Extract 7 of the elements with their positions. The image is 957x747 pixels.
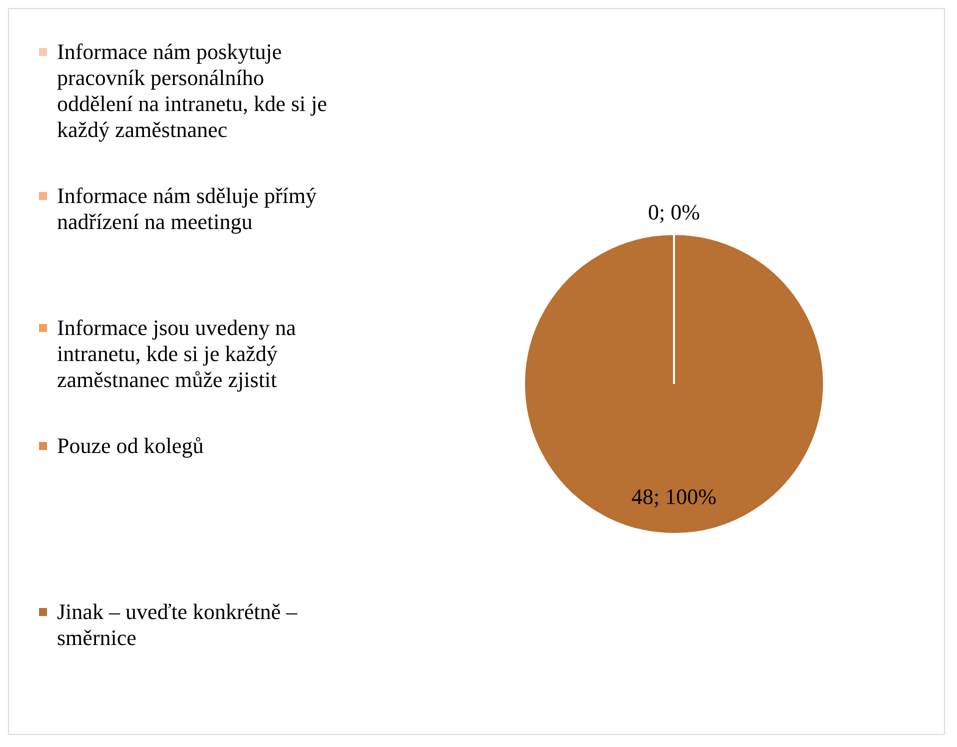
legend-label: Pouze od kolegů [57,433,204,459]
legend-label: Informace nám sděluje přímý nadřízení na meetingu [57,183,318,235]
legend-label: Informace nám poskytuje pracovník personálního oddělení na intranetu, kde si je každý zaměstnanec [57,39,328,143]
text: 0; 0% [648,200,700,224]
data-label: 48; 100% [632,484,716,509]
legend-label: Informace jsou uvedeny na intranetu, kde si je každý zaměstnanec může zjistit [57,315,297,393]
legend-label: Jinak – uveďte konkrétně – směrnice [57,599,298,651]
